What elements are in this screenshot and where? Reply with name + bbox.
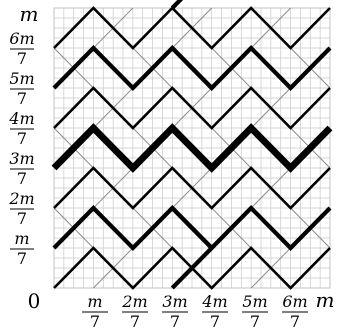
x-label-denominator: 7 xyxy=(210,312,220,329)
heavy-path xyxy=(51,123,333,173)
x-axis-end-label: m xyxy=(316,288,335,312)
x-label-numerator: m xyxy=(87,292,102,311)
origin-label: 0 xyxy=(28,289,41,313)
bold-zigzag-path xyxy=(170,206,214,250)
y-label-denominator: 7 xyxy=(17,249,27,268)
x-label-denominator: 7 xyxy=(90,312,100,329)
x-label-numerator: 4m xyxy=(201,292,227,311)
x-label-numerator: 3m xyxy=(162,292,187,311)
y-label-numerator: m xyxy=(14,229,29,248)
plot-border xyxy=(53,7,331,289)
bold-paths xyxy=(52,0,332,290)
zigzag-path xyxy=(53,166,331,210)
x-label-numerator: 6m xyxy=(282,292,307,311)
y-label-numerator: 5m xyxy=(9,69,34,88)
heavy-zigzag-path xyxy=(51,123,333,173)
y-label-numerator: 6m xyxy=(9,29,34,48)
x-label-numerator: 5m xyxy=(242,292,267,311)
bold-zigzag-path xyxy=(170,46,214,90)
y-label-numerator: 4m xyxy=(8,109,34,128)
zigzag-path xyxy=(53,6,331,50)
y-label-denominator: 7 xyxy=(17,129,27,148)
zigzag-path xyxy=(53,86,331,130)
x-label-denominator: 7 xyxy=(170,312,180,329)
x-label-denominator: 7 xyxy=(290,312,300,329)
bold-zigzag-path xyxy=(170,246,214,290)
x-label-numerator: 2m xyxy=(121,292,147,311)
y-label-denominator: 7 xyxy=(17,89,27,108)
x-label-denominator: 7 xyxy=(130,312,140,329)
y-label-denominator: 7 xyxy=(17,49,27,68)
y-axis-end-label: m xyxy=(20,2,39,26)
y-label-denominator: 7 xyxy=(17,169,27,188)
bold-zigzag-path xyxy=(170,0,184,10)
x-label-denominator: 7 xyxy=(250,312,260,329)
y-label-numerator: 2m xyxy=(8,189,34,208)
y-label-numerator: 3m xyxy=(9,149,34,168)
y-label-denominator: 7 xyxy=(17,209,27,228)
